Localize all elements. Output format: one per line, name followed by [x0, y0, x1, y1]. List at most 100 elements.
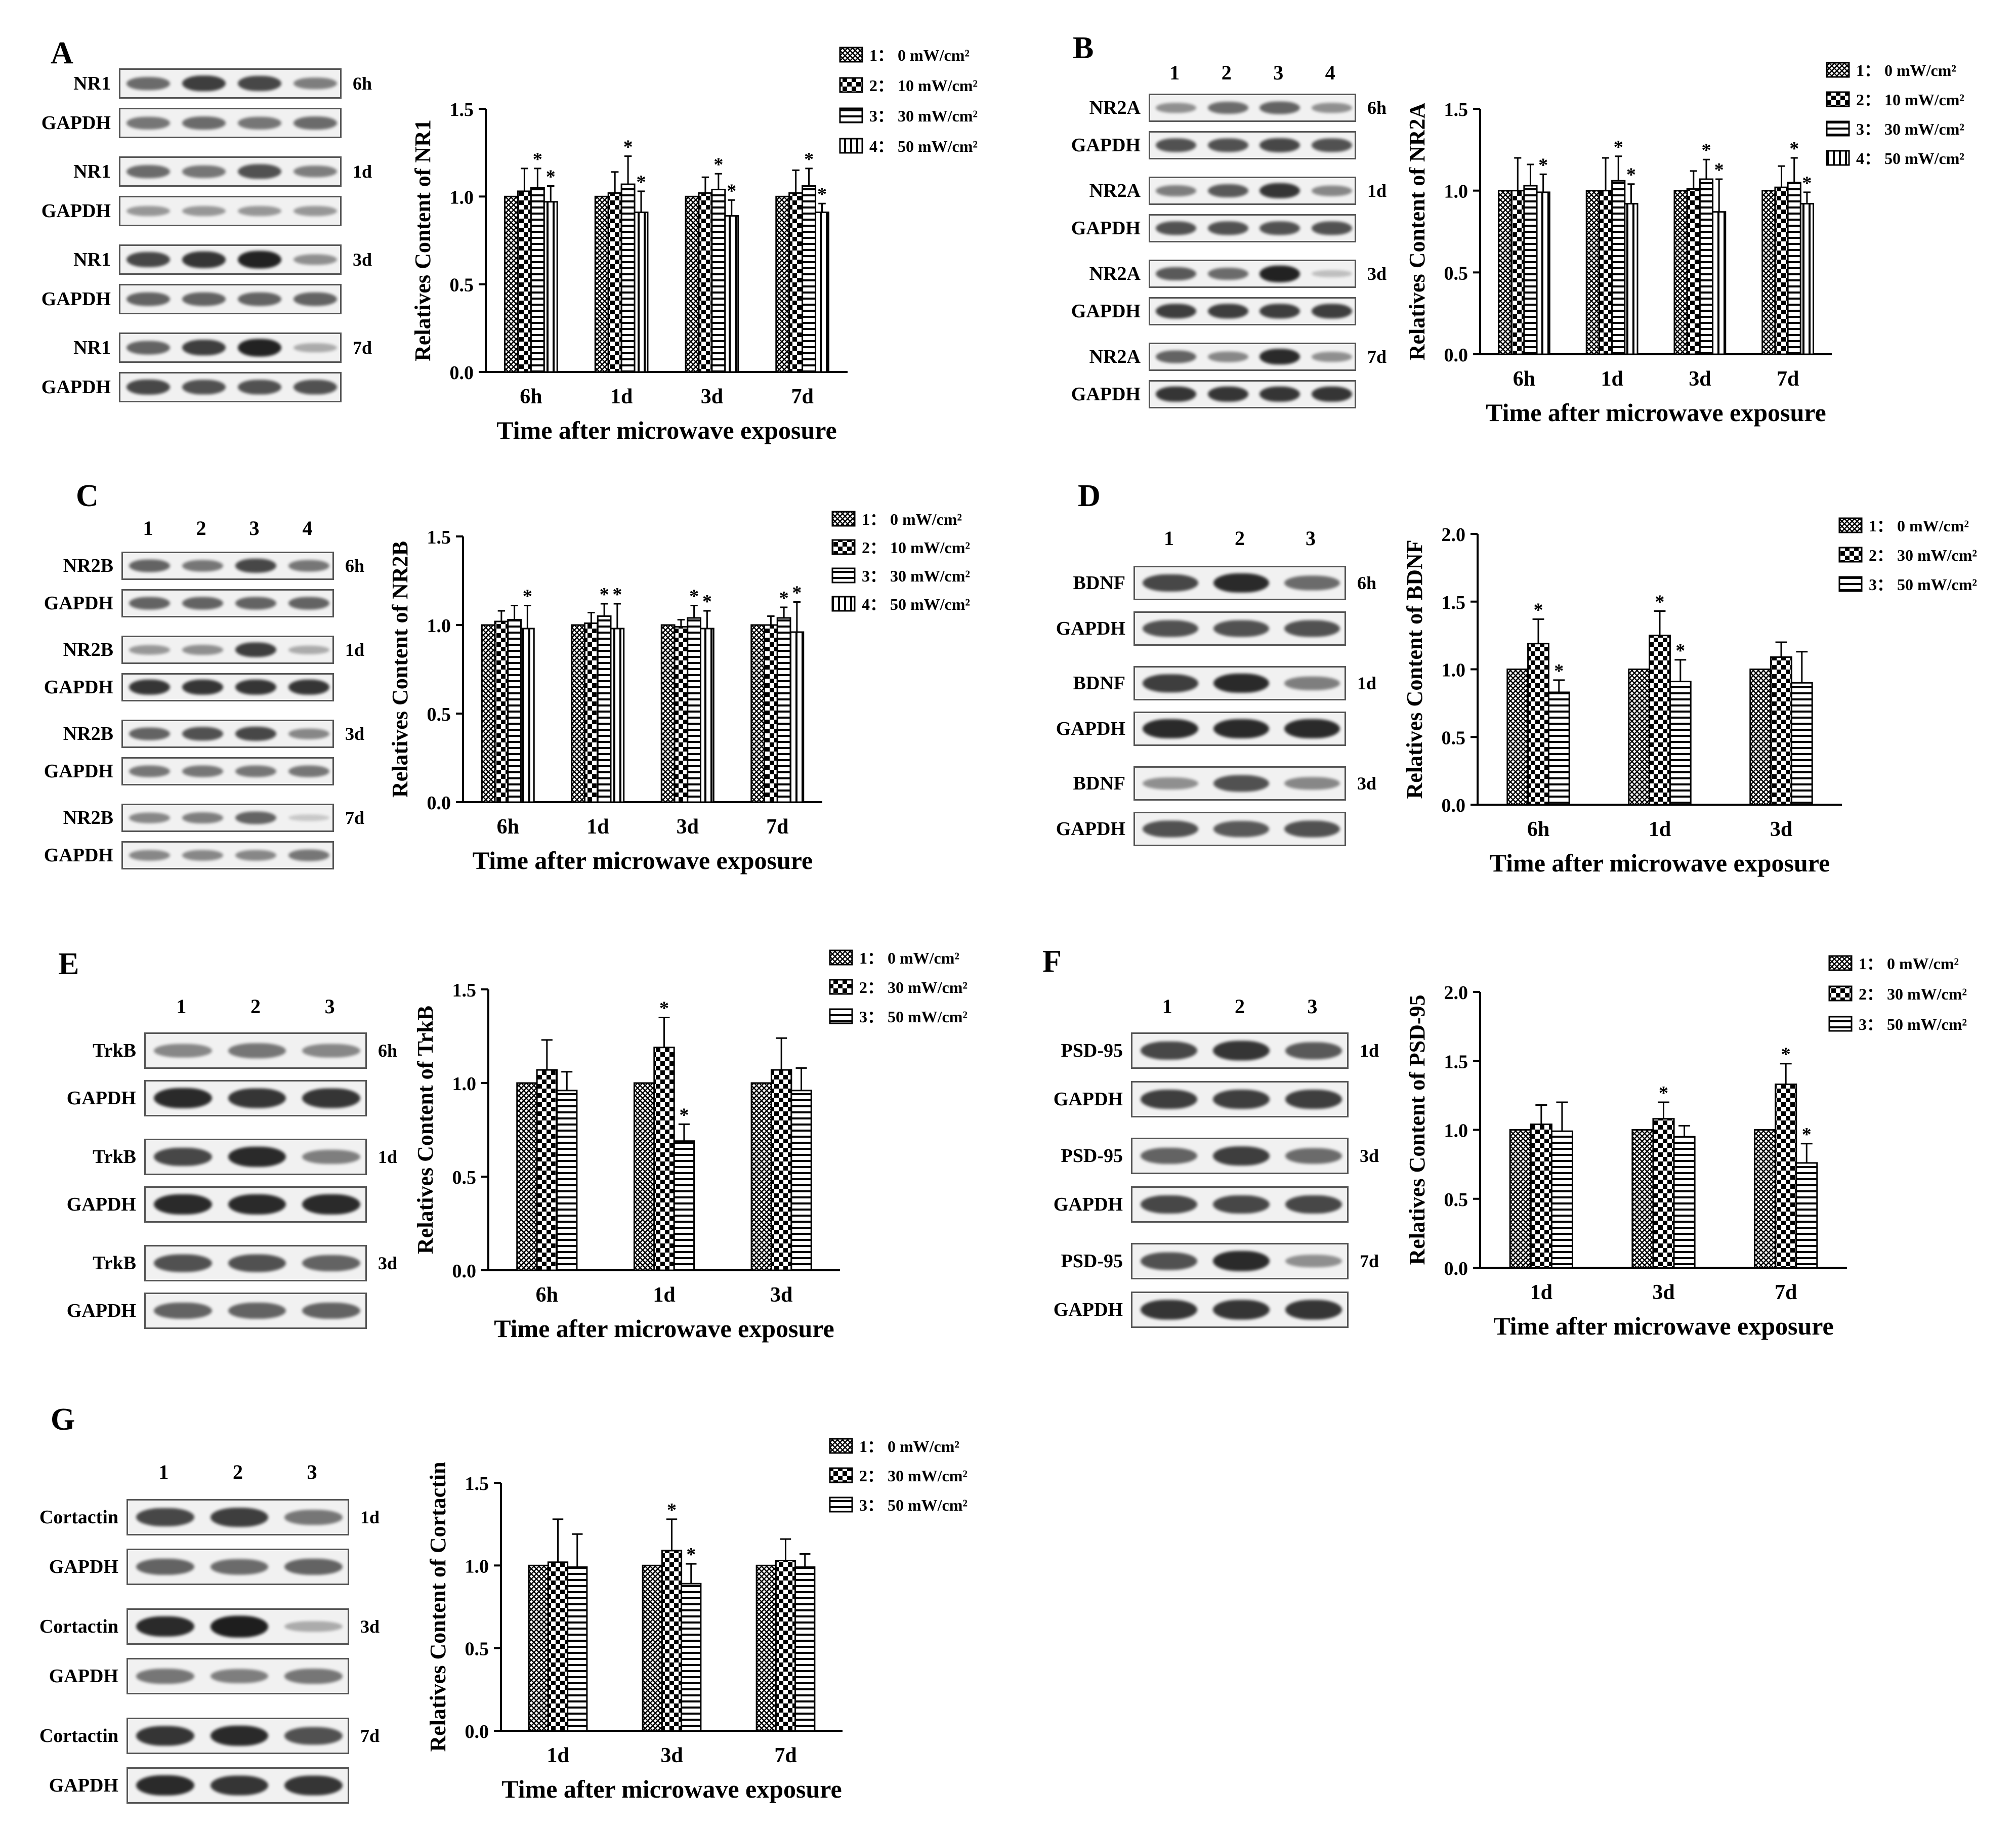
protein-band [235, 642, 277, 657]
legend-swatch [839, 107, 863, 123]
protein-band [235, 811, 277, 824]
protein-band [302, 1149, 360, 1164]
significance-marker: * [727, 180, 736, 201]
bar-chart-g: 0.0 0.5 1.0 1.5 Relatives Content of Cortact… [426, 1437, 968, 1803]
blot-label: NR2B [63, 639, 113, 660]
blot-membrane [121, 636, 334, 664]
bar [1774, 186, 1789, 355]
panel-letter: C [76, 479, 99, 513]
blot-membrane [144, 1245, 367, 1281]
x-tick-label: 3d [1652, 1281, 1674, 1304]
timepoint-label: 3d [353, 249, 372, 270]
bar-chart-b: 0.0 0.5 1.0 1.5 Relatives Content of NR2A * 6h… [1405, 61, 1964, 427]
lane-number: 2 [1235, 995, 1245, 1018]
protein-band [293, 116, 337, 130]
protein-band [228, 1254, 286, 1272]
blot-row-gapdh: GAPDH [44, 589, 334, 617]
bar [1770, 656, 1792, 806]
protein-band [1213, 1090, 1270, 1109]
bar [1673, 1136, 1696, 1269]
protein-band [1311, 103, 1352, 113]
blot-row-target: Cortactin 3d [39, 1608, 380, 1645]
bar [1530, 1124, 1552, 1269]
blot-row-target: NR2A 1d [1089, 177, 1387, 205]
blot-membrane [127, 1658, 349, 1694]
y-axis-label: Relatives Content of BDNF [1402, 539, 1427, 799]
blot-row-gapdh: GAPDH [1056, 611, 1346, 646]
x-tick-label: 1d [653, 1283, 675, 1307]
blot-row-gapdh: GAPDH [1056, 812, 1346, 846]
significance-marker: * [804, 149, 814, 170]
lane-number: 1 [143, 517, 153, 539]
blot-label: GAPDH [1071, 301, 1141, 322]
blot-row-gapdh: GAPDH [1071, 380, 1356, 408]
bar [1790, 682, 1813, 806]
significance-marker: * [792, 583, 802, 604]
protein-band [238, 292, 281, 306]
legend-swatch [1826, 62, 1850, 78]
significance-marker: * [1714, 159, 1724, 181]
y-tick-label: 0.5 [450, 275, 474, 296]
protein-band [182, 205, 226, 217]
blot-row-gapdh: GAPDH [44, 673, 334, 701]
legend-label: 2： 10 mW/cm² [1856, 91, 1964, 109]
blot-row-gapdh: GAPDH [49, 1658, 349, 1694]
protein-band [1207, 267, 1248, 280]
protein-band [136, 1558, 194, 1575]
legend-label: 2： 30 mW/cm² [1859, 985, 1967, 1003]
protein-band [1143, 574, 1198, 592]
lane-number: 1 [1162, 995, 1172, 1018]
blot-row-gapdh: GAPDH [67, 1293, 367, 1329]
y-tick-label: 0.0 [1444, 1258, 1468, 1279]
protein-band [228, 1302, 286, 1319]
bar [1754, 1129, 1777, 1269]
bar [699, 628, 715, 803]
y-tick-label: 1.0 [465, 1556, 489, 1577]
blot-label: NR2A [1089, 346, 1141, 367]
blot-membrane [144, 1139, 367, 1175]
legend-swatch [829, 1496, 853, 1513]
protein-band [129, 559, 171, 572]
bar [1585, 190, 1600, 355]
protein-band [288, 765, 330, 777]
bar [517, 190, 532, 373]
protein-band [136, 1775, 194, 1796]
protein-band [1213, 620, 1269, 637]
protein-band [127, 292, 170, 306]
blot-row-target: BDNF 1d [1073, 666, 1376, 700]
blot-label: GAPDH [49, 1666, 118, 1687]
protein-band [154, 1254, 212, 1272]
blot-row-target: Cortactin 1d [39, 1499, 380, 1535]
x-tick-label: 6h [520, 385, 542, 408]
blot-row-target: NR1 3d [73, 244, 372, 275]
significance-marker: * [667, 1500, 677, 1521]
protein-band [1207, 304, 1248, 319]
blot-membrane [121, 552, 334, 580]
blot-row-gapdh: GAPDH [1054, 1292, 1349, 1328]
bar [1787, 182, 1801, 355]
bar [610, 628, 625, 803]
protein-band [235, 765, 277, 777]
x-tick-label: 1d [1649, 818, 1671, 841]
blot-membrane [1131, 1243, 1349, 1279]
legend-swatch [1826, 91, 1850, 107]
protein-band [1213, 821, 1269, 837]
blot-row-target: NR1 1d [73, 156, 372, 187]
lane-number: 2 [250, 995, 261, 1018]
protein-band [182, 75, 226, 92]
y-tick-label: 0.5 [427, 704, 451, 725]
protein-band [1213, 1251, 1270, 1272]
significance-marker: * [1675, 640, 1685, 661]
protein-band [136, 1669, 194, 1684]
legend-swatch [1838, 576, 1863, 592]
blot-membrane [121, 757, 334, 785]
significance-marker: * [1554, 660, 1564, 682]
significance-marker: * [689, 586, 699, 607]
timepoint-label: 7d [345, 808, 365, 828]
legend-swatch [1828, 955, 1853, 971]
blot-row-gapdh: GAPDH [1054, 1081, 1349, 1117]
timepoint-label: 1d [378, 1147, 398, 1167]
legend-label: 1： 0 mW/cm² [859, 1437, 959, 1455]
legend-label: 3： 50 mW/cm² [859, 1496, 968, 1514]
x-tick-label: 3d [1770, 818, 1792, 841]
